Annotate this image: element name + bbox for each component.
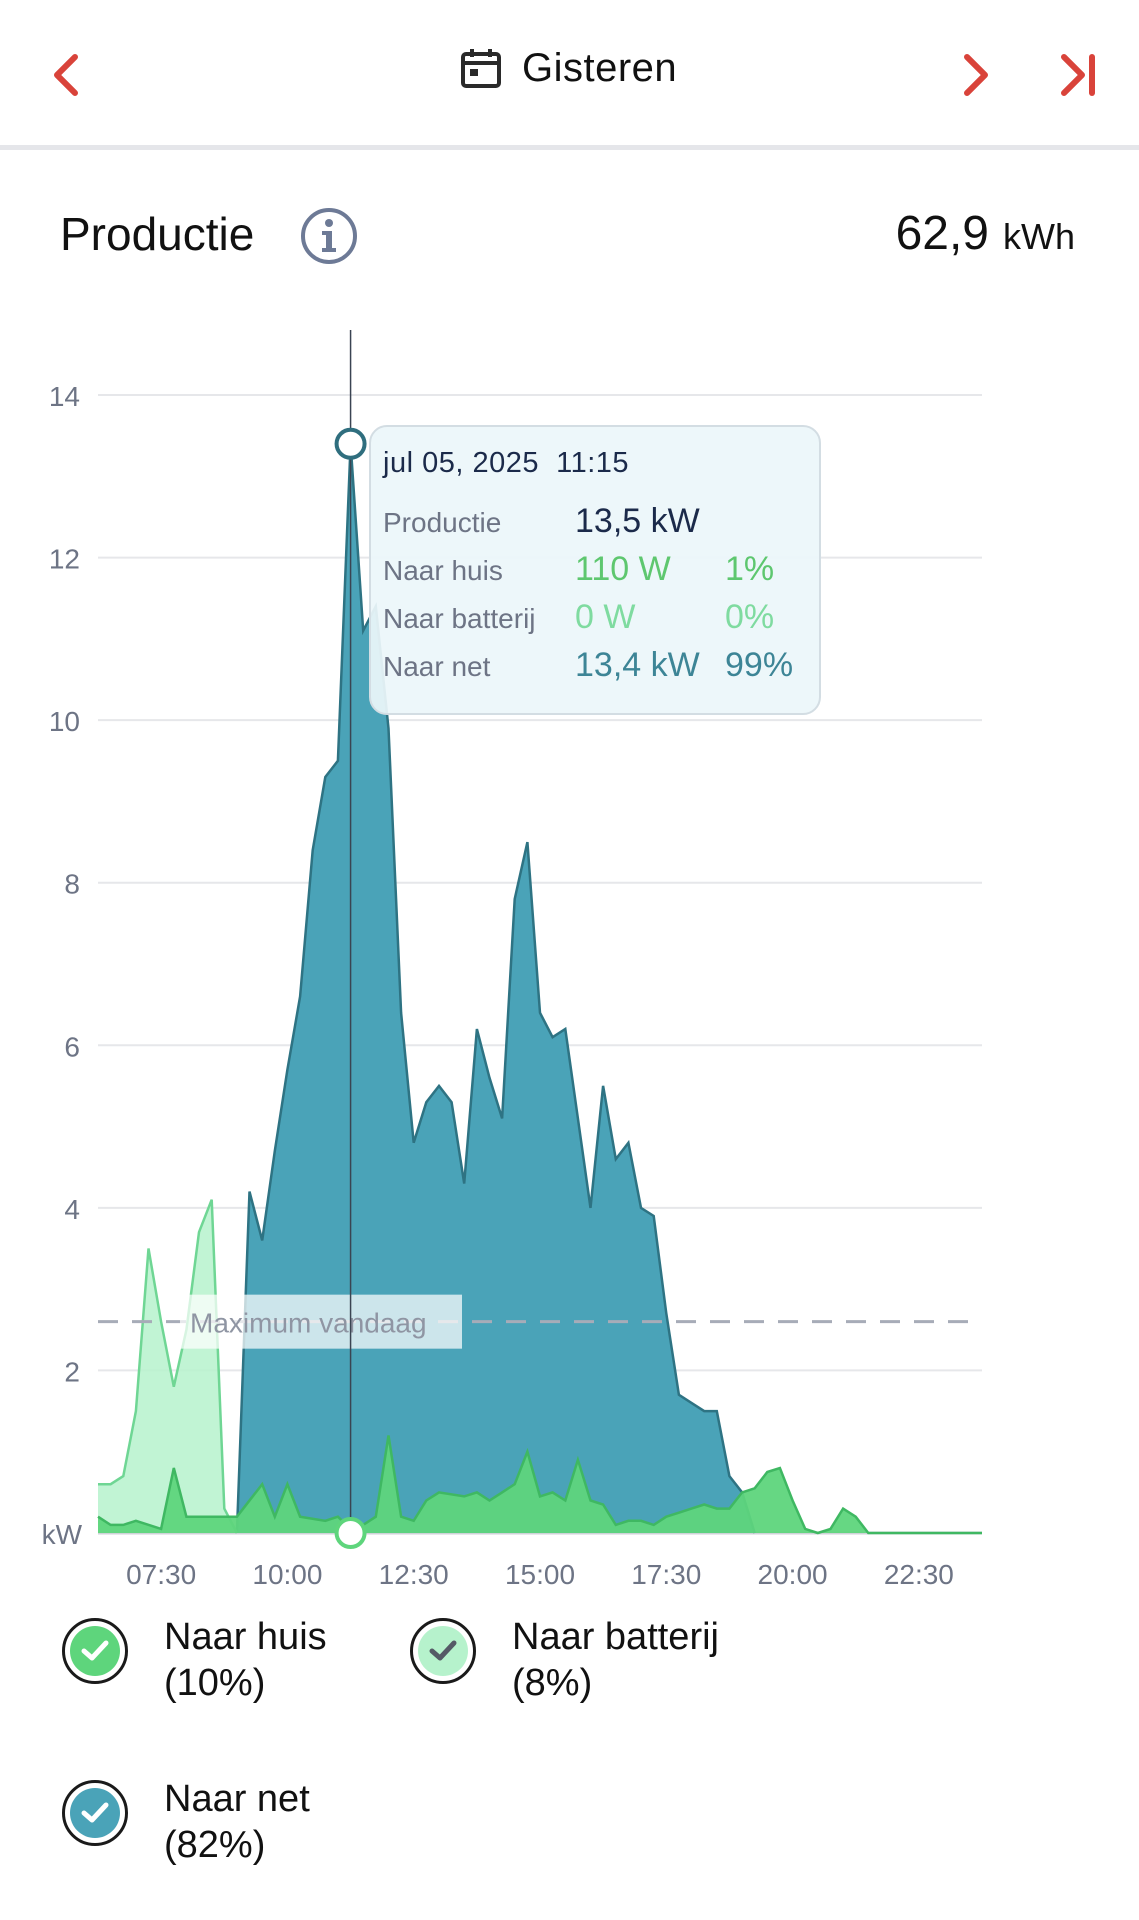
chevron-right-icon [964, 54, 988, 96]
chart-tooltip: jul 05, 2025 11:15 Productie 13,5 kW Naa… [369, 425, 821, 715]
check-icon [70, 1626, 120, 1676]
date-title: Gisteren [522, 45, 678, 90]
total-value: 62,9 [895, 207, 989, 260]
total-production: 62,9 kWh [896, 206, 1075, 261]
legend-percentage: (8%) [512, 1662, 593, 1704]
y-unit-label: kW [42, 1519, 83, 1550]
legend-name: Naar net [164, 1778, 310, 1820]
x-axis: 07:30 10:00 12:30 15:00 17:30 20:00 22:30 [126, 1559, 954, 1590]
tooltip-value-naar-huis: 110 W [575, 550, 671, 588]
legend-name: Naar batterij [512, 1616, 719, 1658]
x-tick-label: 22:30 [884, 1559, 954, 1590]
legend-label-naar-huis: Naar huis (10%) [164, 1614, 327, 1706]
tooltip-value-productie: 13,5 kW [575, 502, 700, 540]
date-selector[interactable]: Gisteren [460, 38, 677, 98]
tooltip-value-naar-batterij: 0 W [575, 598, 636, 636]
check-icon [418, 1626, 468, 1676]
tooltip-label-productie: Productie [383, 507, 502, 538]
chevron-left-icon [54, 54, 78, 96]
tooltip-pct-naar-batterij: 0% [725, 598, 775, 636]
tooltip-value-naar-net: 13,4 kW [575, 646, 700, 684]
y-tick-label: 8 [64, 869, 80, 900]
next-day-button[interactable] [946, 40, 1006, 110]
y-tick-label: 6 [64, 1031, 80, 1062]
y-axis: 2 4 6 8 10 12 14 kW [42, 381, 83, 1550]
series-line-naar-net [235, 443, 756, 1534]
y-tick-label: 14 [49, 381, 80, 412]
calendar-icon [461, 49, 501, 88]
legend-name: Naar huis [164, 1616, 327, 1658]
check-icon [70, 1788, 120, 1838]
legend-percentage: (82%) [164, 1824, 266, 1866]
legend-naar-batterij[interactable]: Naar batterij (8%) [410, 1616, 719, 1706]
section-title: Productie [60, 208, 255, 260]
top-bar: Gisteren [0, 0, 1139, 150]
tooltip-time: 11:15 [556, 447, 630, 479]
y-tick-label: 12 [49, 544, 80, 575]
legend-naar-huis[interactable]: Naar huis (10%) [62, 1616, 327, 1706]
legend-label-naar-batterij: Naar batterij (8%) [512, 1614, 719, 1706]
series-line-naar-huis [97, 1435, 982, 1535]
legend-checkbox-naar-net[interactable] [62, 1780, 128, 1846]
maximum-line: Maximum vandaag [98, 1294, 982, 1349]
x-tick-label: 10:00 [252, 1559, 322, 1590]
legend-percentage: (10%) [164, 1662, 266, 1704]
skip-to-end-icon [1061, 54, 1095, 96]
chart-areas [97, 443, 982, 1535]
legend-label-naar-net: Naar net (82%) [164, 1776, 310, 1868]
tooltip-label-naar-huis: Naar huis [383, 555, 503, 586]
previous-day-button[interactable] [36, 40, 96, 110]
max-line-label: Maximum vandaag [190, 1308, 427, 1339]
x-tick-label: 20:00 [758, 1559, 828, 1590]
series-area-naar-batterij [98, 1199, 237, 1533]
chart-cursor [334, 330, 367, 1549]
cursor-point-top [334, 427, 367, 460]
y-tick-label: 10 [49, 706, 80, 737]
info-icon[interactable] [300, 207, 358, 265]
series-area-naar-net [236, 443, 755, 1533]
cursor-point-bottom [334, 1517, 367, 1549]
series-line-naar-batterij [98, 1199, 239, 1534]
legend-checkbox-naar-huis[interactable] [62, 1618, 128, 1684]
tooltip-datetime: jul 05, 2025 11:15 [383, 447, 629, 480]
tooltip-label-naar-batterij: Naar batterij [383, 603, 536, 634]
x-tick-label: 12:30 [379, 1559, 449, 1590]
tooltip-pct-naar-net: 99% [725, 646, 794, 684]
legend-checkbox-naar-batterij[interactable] [410, 1618, 476, 1684]
total-unit: kWh [1003, 216, 1075, 257]
tooltip-pct-naar-huis: 1% [725, 550, 775, 588]
tooltip-date: jul 05, 2025 [383, 447, 539, 479]
y-tick-label: 2 [64, 1356, 80, 1387]
x-tick-label: 15:00 [505, 1559, 575, 1590]
legend-naar-net[interactable]: Naar net (82%) [62, 1778, 310, 1868]
x-tick-label: 17:30 [631, 1559, 701, 1590]
production-chart[interactable]: 2 4 6 8 10 12 14 kW Maximum vandaag 07:30 10:00 1… [0, 320, 1139, 1600]
tooltip-label-naar-net: Naar net [383, 651, 491, 682]
last-day-button[interactable] [1048, 40, 1108, 110]
y-tick-label: 4 [64, 1194, 80, 1225]
max-label-background [180, 1294, 462, 1349]
series-area-naar-huis [98, 1435, 982, 1533]
x-tick-label: 07:30 [126, 1559, 196, 1590]
